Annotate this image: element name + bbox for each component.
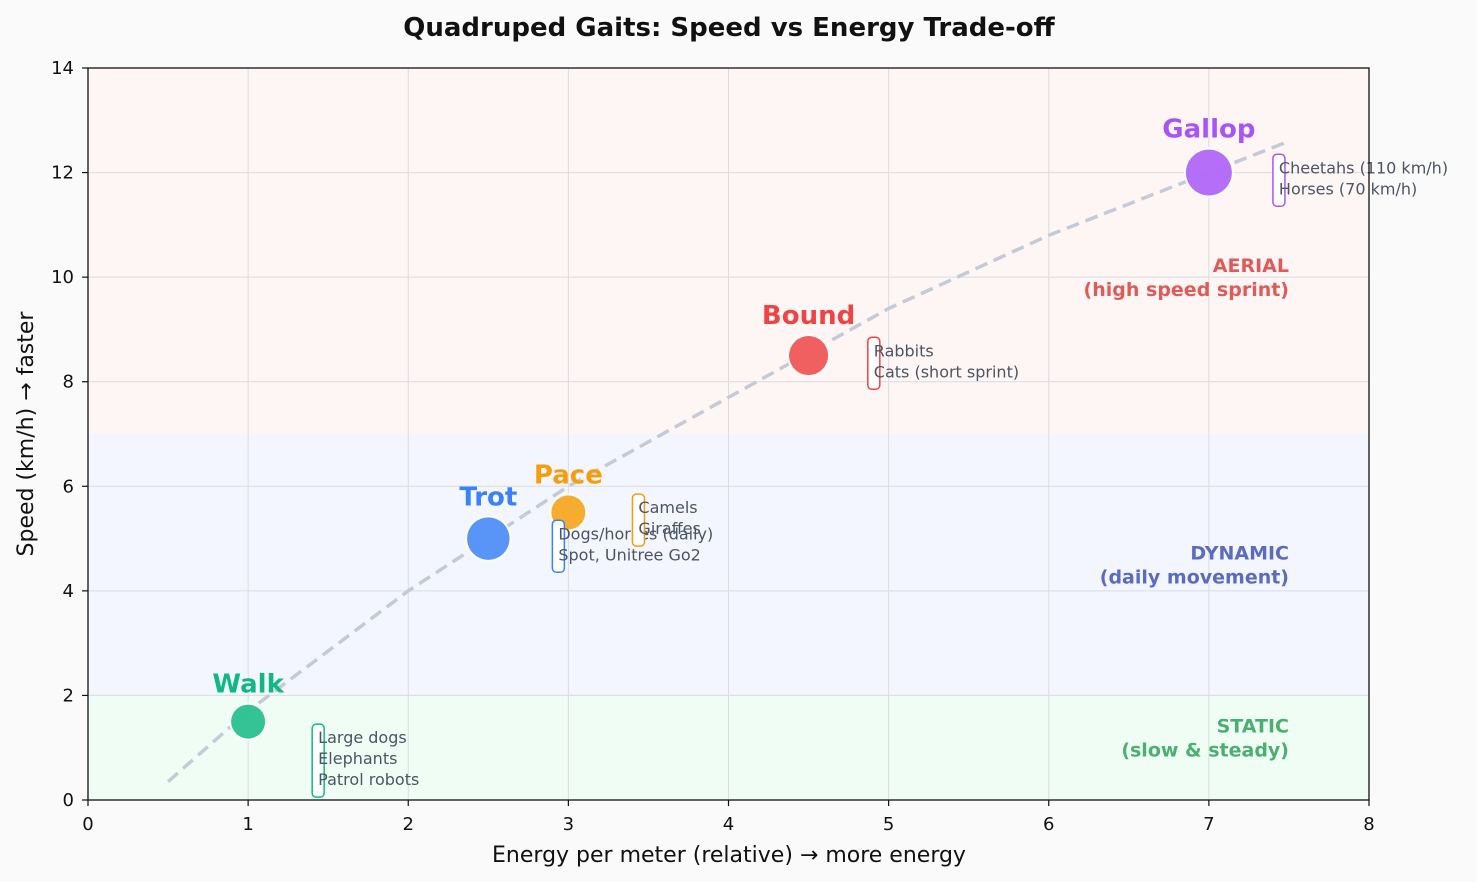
example-text: Giraffes (638, 519, 700, 538)
x-tick-label: 3 (563, 814, 574, 835)
y-tick-label: 14 (51, 58, 74, 79)
example-text: Patrol robots (318, 770, 419, 789)
example-box-frame (867, 336, 881, 391)
gait-label-walk: Walk (212, 670, 284, 700)
gait-label-pace: Pace (534, 460, 603, 490)
example-text: Spot, Unitree Go2 (558, 545, 700, 564)
data-points: Walk Trot Pace Bound Gallop Large dogs Elephan… (212, 115, 1448, 798)
y-tick-label: 12 (51, 163, 74, 184)
example-text: Large dogs (318, 728, 407, 747)
x-tick-label: 8 (1363, 814, 1374, 835)
zone-label-static: STATIC (1217, 715, 1289, 737)
example-box-frame (1272, 153, 1286, 208)
zone-sublabel-static: (slow & steady) (1121, 739, 1289, 761)
zone-label-dynamic: DYNAMIC (1190, 543, 1289, 565)
x-tick-label: 4 (723, 814, 734, 835)
x-tick-label: 1 (242, 814, 253, 835)
example-text: Horses (70 km/h) (1279, 179, 1417, 198)
example-text: Cheetahs (110 km/h) (1279, 158, 1448, 177)
y-tick-label: 4 (63, 581, 74, 602)
example-text: Elephants (318, 749, 397, 768)
example-box-frame (631, 493, 646, 547)
x-tick-label: 5 (883, 814, 894, 835)
x-tick-label: 6 (1043, 814, 1054, 835)
example-box-frame (311, 723, 325, 798)
point-gallop (1185, 149, 1232, 196)
x-tick-label: 0 (82, 814, 93, 835)
y-tick-label: 10 (51, 267, 74, 288)
chart-title: Quadruped Gaits: Speed vs Energy Trade-o… (403, 13, 1055, 43)
zone-labels: STATIC(slow & steady) DYNAMIC(daily movem… (1084, 255, 1289, 761)
x-tick-label: 2 (403, 814, 414, 835)
y-axis-label: Speed (km/h) → faster (14, 311, 39, 557)
example-box-gallop: Cheetahs (110 km/h) Horses (70 km/h) (1272, 153, 1448, 208)
zone-label-aerial: AERIAL (1213, 255, 1289, 277)
x-axis-label: Energy per meter (relative) → more energ… (492, 843, 966, 868)
example-box-frame (551, 519, 566, 574)
example-text: Rabbits (874, 341, 934, 360)
example-text: Camels (638, 498, 697, 517)
example-text: Cats (short sprint) (874, 362, 1019, 381)
example-box-bound: Rabbits Cats (short sprint) (867, 336, 1019, 391)
point-bound (789, 336, 829, 376)
example-box-pace: Camels Giraffes (631, 493, 701, 547)
y-tick-label: 0 (63, 790, 74, 811)
zone-sublabel-dynamic: (daily movement) (1100, 567, 1289, 589)
x-tick-label: 7 (1203, 814, 1214, 835)
gait-label-bound: Bound (762, 301, 855, 331)
point-walk (231, 704, 266, 739)
y-tick-label: 6 (63, 476, 74, 497)
y-tick-label: 8 (63, 372, 74, 393)
gait-label-trot: Trot (459, 482, 517, 512)
trend-line (166, 139, 1290, 784)
y-tick-label: 2 (63, 685, 74, 706)
example-box-walk: Large dogs Elephants Patrol robots (311, 723, 419, 798)
point-trot (467, 517, 510, 560)
trend-line-path (166, 139, 1290, 784)
gait-label-gallop: Gallop (1162, 115, 1255, 145)
zone-sublabel-aerial: (high speed sprint) (1084, 279, 1289, 301)
